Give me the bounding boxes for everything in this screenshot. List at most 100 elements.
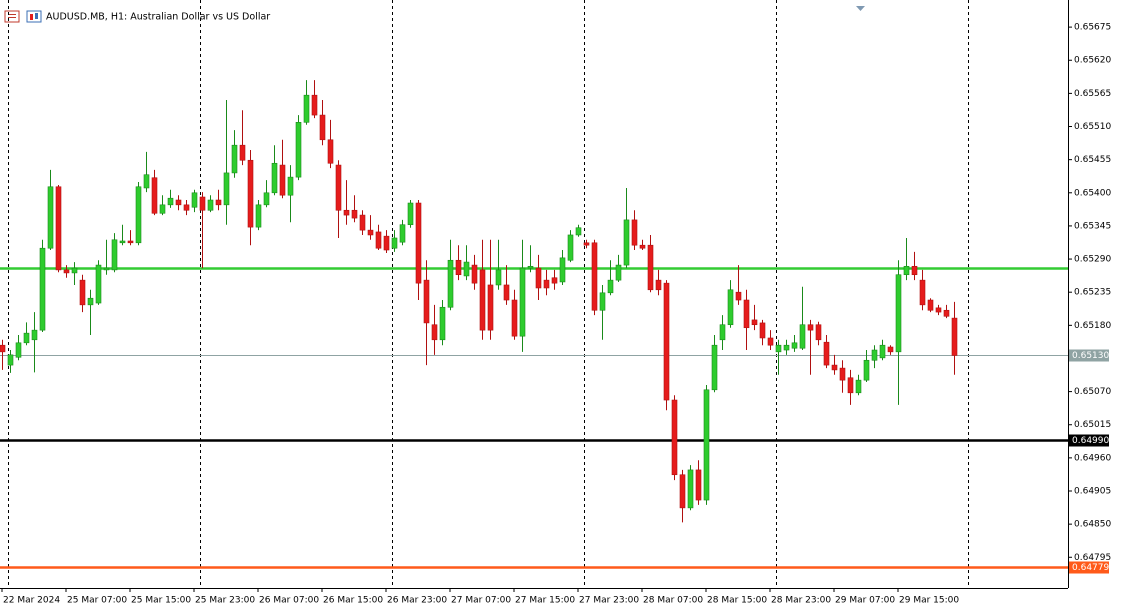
candle-body — [79, 279, 86, 306]
candle-body — [223, 172, 230, 206]
candle-body — [183, 204, 190, 211]
candle-body — [847, 377, 854, 394]
x-tick-label: 27 Mar 23:00 — [579, 596, 639, 606]
candle-body — [815, 324, 822, 341]
candle-body — [327, 139, 334, 164]
candle-body — [175, 199, 182, 206]
candle-body — [279, 164, 286, 196]
y-tick-label: 0.64795 — [1074, 553, 1111, 563]
candle-body — [127, 240, 134, 244]
candle-body — [919, 279, 926, 306]
x-tick-label: 22 Mar 2024 — [3, 596, 60, 606]
candle-body — [743, 299, 750, 329]
y-tick-label: 0.65455 — [1074, 155, 1111, 165]
candle-body — [727, 289, 734, 326]
candle-body — [719, 324, 726, 341]
candle-body — [191, 192, 198, 208]
candle-body — [639, 244, 646, 249]
plot-area: 0.65675 0.65620 0.65565 0.65510 0.65455 0.654… — [0, 0, 1111, 606]
candle-body — [527, 265, 534, 269]
candle-body — [447, 259, 454, 308]
candle-body — [0, 344, 6, 353]
level-label: 0.65130 — [1072, 351, 1109, 361]
candle-body — [15, 342, 22, 358]
shift-marker — [856, 6, 865, 11]
candle-body — [735, 291, 742, 301]
candle-body — [887, 346, 894, 353]
candle-body — [703, 389, 710, 501]
y-tick-label: 0.65620 — [1074, 56, 1111, 66]
candle-body — [511, 299, 518, 337]
chart-icon — [4, 10, 42, 23]
candle-body — [591, 242, 598, 311]
candle-body — [551, 277, 558, 284]
y-tick-label: 0.64905 — [1074, 487, 1111, 497]
candle-body — [647, 244, 654, 291]
y-tick-label: 0.65675 — [1074, 23, 1111, 33]
candle-body — [831, 364, 838, 371]
candle-body — [415, 202, 422, 284]
candle-body — [487, 284, 494, 331]
candle-body — [807, 324, 814, 331]
candle-body — [167, 197, 174, 206]
candle-body — [895, 274, 902, 353]
candle-body — [335, 164, 342, 211]
candle-body — [151, 177, 158, 214]
candle-body — [55, 186, 62, 271]
candle-body — [311, 94, 318, 116]
candle-body — [47, 186, 54, 249]
candle-body — [351, 209, 358, 219]
candle-body — [495, 269, 502, 286]
candle-body — [687, 469, 694, 509]
candle-body — [375, 231, 382, 249]
candle-body — [783, 344, 790, 351]
y-tick-label: 0.64960 — [1074, 453, 1111, 463]
candle-body — [87, 297, 94, 306]
level-label-box — [1069, 561, 1109, 574]
candle-body — [271, 162, 278, 194]
candle-body — [103, 267, 110, 271]
level-label: 0.64779 — [1072, 563, 1109, 573]
x-tick-label: 25 Mar 07:00 — [67, 596, 127, 606]
candle-body — [583, 242, 590, 246]
candle-body — [695, 469, 702, 501]
candle-body — [567, 234, 574, 261]
candle-body — [575, 227, 582, 236]
candle-body — [559, 257, 566, 283]
y-tick-label: 0.65510 — [1074, 122, 1111, 132]
candle-body — [63, 269, 70, 274]
candle-body — [855, 379, 862, 394]
candle-body — [295, 121, 302, 178]
candle-body — [119, 240, 126, 244]
y-tick-label: 0.65235 — [1074, 288, 1111, 298]
candle-body — [543, 279, 550, 289]
candle-body — [23, 332, 30, 344]
x-tick-label: 25 Mar 15:00 — [131, 596, 191, 606]
candle-body — [839, 367, 846, 381]
level-label: 0.64990 — [1072, 436, 1109, 446]
candle-body — [343, 209, 350, 216]
y-tick-label: 0.65565 — [1074, 89, 1111, 99]
candle-body — [615, 264, 622, 281]
candle-body — [655, 279, 662, 291]
candle-body — [535, 267, 542, 289]
candle-body — [479, 269, 486, 331]
candle-body — [631, 219, 638, 246]
candle-body — [767, 337, 774, 346]
x-tick-label: 29 Mar 15:00 — [899, 596, 959, 606]
chart-title: AUDUSD.MB, H1: Australian Dollar vs US D… — [46, 12, 270, 23]
candle-body — [711, 344, 718, 391]
candle-body — [239, 144, 246, 161]
candle-body — [423, 279, 430, 324]
candle-body — [391, 237, 398, 249]
candle-body — [799, 324, 806, 349]
candle-body — [319, 114, 326, 141]
candle-body — [263, 192, 270, 206]
x-tick-label: 27 Mar 15:00 — [515, 596, 575, 606]
x-tick-label: 29 Mar 07:00 — [835, 596, 895, 606]
candle-body — [951, 317, 958, 356]
x-tick-label: 28 Mar 23:00 — [771, 596, 831, 606]
candle-body — [871, 349, 878, 361]
